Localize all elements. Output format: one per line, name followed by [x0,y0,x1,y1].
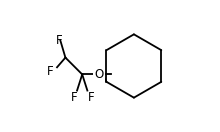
Text: F: F [56,34,62,47]
Text: F: F [70,91,77,104]
Text: O: O [94,68,104,81]
Text: F: F [47,65,54,78]
Text: F: F [87,91,94,104]
